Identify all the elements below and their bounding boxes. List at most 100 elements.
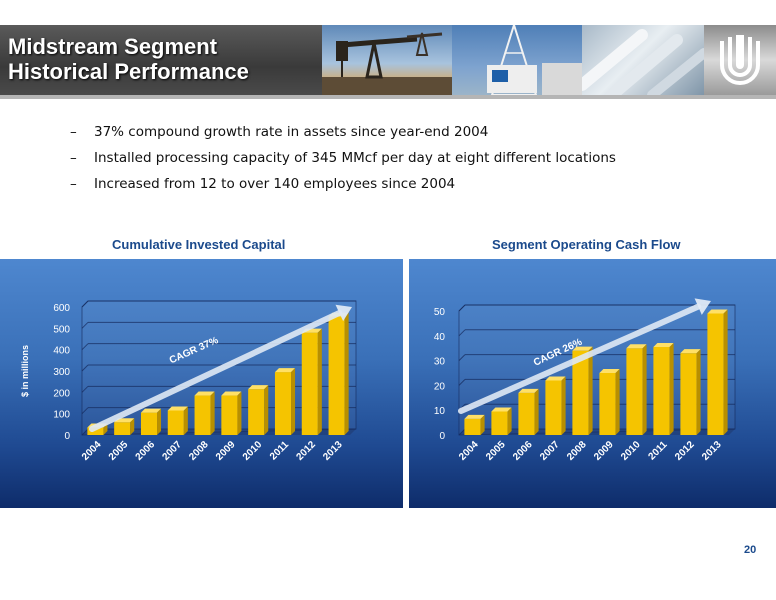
bar-side	[103, 423, 108, 435]
bullet-marker: –	[70, 176, 77, 192]
y-tick-label: 40	[434, 332, 446, 343]
bar-side	[157, 408, 162, 435]
gridline-depth	[81, 300, 89, 308]
slide-title-line2: Historical Performance	[8, 59, 249, 84]
slide-title: Midstream Segment Historical Performance	[8, 34, 318, 84]
drilling-rig-photo	[452, 21, 582, 96]
bullet-text: Installed processing capacity of 345 MMc…	[94, 150, 616, 166]
bar-side	[480, 414, 485, 435]
bar	[599, 373, 616, 435]
y-tick-label: 200	[53, 388, 70, 399]
bar-top	[707, 309, 728, 314]
bar-top	[194, 391, 215, 396]
bar-top	[167, 406, 188, 411]
y-tick-label: 500	[53, 324, 70, 335]
x-tick-label: 2007	[538, 439, 562, 463]
gridline-depth	[81, 343, 89, 351]
header-banner: Midstream Segment Historical Performance	[0, 21, 776, 101]
y-tick-label: 300	[53, 367, 70, 378]
x-tick-label: 2008	[565, 439, 589, 463]
gridline-depth	[81, 385, 89, 393]
x-tick-label: 2007	[160, 439, 184, 463]
bar-top	[274, 368, 296, 373]
bar	[248, 389, 265, 435]
bar	[87, 427, 104, 435]
growth-arrow-head	[694, 298, 711, 315]
bullet-item: – Increased from 12 to over 140 employees…	[70, 171, 616, 197]
bar-side	[317, 328, 322, 435]
bar	[301, 332, 318, 435]
page-number: 20	[744, 544, 757, 556]
bar-side	[210, 391, 215, 435]
x-tick-label: 2012	[294, 439, 318, 463]
x-tick-label: 2005	[107, 439, 131, 463]
company-logo	[704, 25, 776, 95]
x-tick-label: 2011	[646, 439, 669, 462]
bar-side	[183, 406, 188, 435]
bar-top	[680, 349, 701, 354]
x-tick-label: 2005	[484, 439, 508, 463]
bar-top	[140, 408, 162, 413]
pipeline-photo	[576, 25, 709, 101]
bar-side	[615, 369, 620, 435]
gridline-depth	[81, 364, 89, 372]
x-tick-label: 2010	[619, 439, 643, 463]
chart-title-operating-cash-flow: Segment Operating Cash Flow	[492, 237, 681, 252]
bar-side	[588, 346, 593, 435]
bar	[221, 395, 238, 435]
y-tick-label: 20	[434, 381, 446, 392]
chart-panel-invested-capital: 0 100 200 300 400 500 600 $ in millions 2004 2005…	[0, 259, 403, 508]
bar-top	[653, 342, 674, 347]
bar-side	[696, 349, 701, 435]
gridline-depth	[81, 428, 89, 436]
x-tick-label: 2004	[80, 439, 104, 463]
gridline-depth	[458, 428, 466, 436]
bar-top	[221, 391, 242, 396]
bar-side	[237, 391, 242, 435]
bar-side	[264, 385, 269, 435]
y-tick-label: 400	[53, 346, 70, 357]
bar	[274, 372, 292, 435]
invested-capital-chart: 0 100 200 300 400 500 600 $ in millions 2004 2005…	[20, 300, 357, 463]
bar-top	[599, 369, 620, 373]
bar	[545, 380, 562, 435]
x-tick-label: 2006	[511, 439, 535, 463]
bullet-text: 37% compound growth rate in assets since…	[94, 124, 489, 140]
bar-side	[561, 376, 566, 435]
gridline-depth	[458, 329, 466, 337]
x-tick-label: 2011	[268, 439, 291, 462]
bar	[167, 410, 184, 435]
y-tick-label: 0	[64, 431, 70, 442]
header-divider	[0, 95, 776, 99]
bar	[194, 395, 211, 435]
bar-side	[534, 388, 539, 435]
bullet-item: – Installed processing capacity of 345 MM…	[70, 145, 616, 171]
y-tick-label: 10	[434, 406, 446, 417]
x-tick-label: 2009	[592, 439, 616, 463]
x-tick-label: 2006	[134, 439, 158, 463]
bullet-list: – 37% compound growth rate in assets sinc…	[70, 119, 616, 197]
oil-pumpjack-photo	[322, 25, 452, 95]
bullet-item: – 37% compound growth rate in assets sinc…	[70, 119, 616, 145]
x-tick-label: 2008	[187, 439, 211, 463]
bar-side	[723, 309, 728, 435]
gridline-depth	[458, 379, 466, 386]
bar	[680, 353, 697, 435]
bar-top	[464, 414, 485, 419]
x-tick-label: 2004	[457, 439, 481, 463]
bar	[491, 411, 508, 435]
x-tick-label: 2013	[700, 439, 724, 463]
bar	[140, 412, 158, 435]
gridline-depth	[81, 321, 89, 329]
bar-top	[518, 388, 539, 393]
bar	[114, 422, 131, 435]
y-tick-label: 30	[434, 357, 446, 368]
y-tick-label: 50	[434, 307, 446, 318]
bar-side	[344, 312, 349, 435]
bar-side	[130, 418, 135, 435]
bar-top	[545, 376, 566, 381]
growth-arrow-shaft	[458, 303, 702, 414]
bar-top	[572, 346, 593, 351]
